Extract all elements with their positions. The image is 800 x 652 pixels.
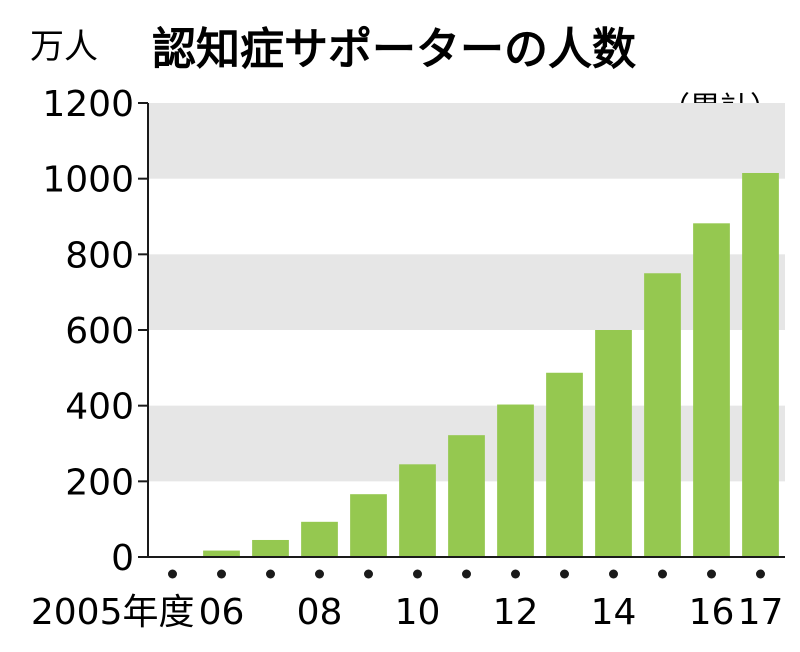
bar — [252, 539, 289, 557]
x-tick-dot — [609, 569, 618, 579]
x-tick-dot — [756, 569, 765, 579]
grid-band — [148, 254, 785, 330]
bar — [595, 330, 632, 557]
x-tick-label: 12 — [493, 592, 539, 633]
grid-band — [148, 103, 785, 179]
y-tick-label: 1200 — [42, 84, 134, 125]
x-tick-dot — [217, 569, 226, 579]
bar — [742, 172, 779, 557]
grid-bands — [148, 103, 785, 482]
x-tick-dot — [168, 569, 177, 579]
x-tick-dot — [707, 569, 716, 579]
x-tick-dot — [658, 569, 667, 579]
x-axis: 2005年度 06 08 10 12 14 16 17 — [31, 556, 785, 633]
bar — [448, 435, 485, 557]
x-tick-label: 08 — [297, 592, 343, 633]
y-axis: 0 200 400 600 800 1000 1200 — [42, 84, 149, 579]
y-tick-label: 800 — [65, 235, 134, 276]
x-tick-dot — [315, 569, 324, 579]
bar — [350, 494, 387, 557]
bar — [644, 273, 681, 557]
y-tick-label: 600 — [65, 311, 134, 352]
y-tick-label: 0 — [111, 538, 134, 579]
y-axis-unit: 万人 — [30, 27, 98, 67]
x-tick-label: 06 — [199, 592, 245, 633]
y-tick-label: 1000 — [42, 160, 134, 201]
bar — [497, 404, 534, 557]
y-tick-label: 400 — [65, 387, 134, 428]
x-tick-label: 10 — [395, 592, 441, 633]
x-tick-dot — [560, 569, 569, 579]
bar — [693, 223, 730, 557]
chart-title: 認知症サポーターの人数 — [152, 24, 636, 75]
x-tick-dot — [462, 569, 471, 579]
y-tick-label: 200 — [65, 462, 134, 503]
bar-series — [154, 172, 779, 558]
x-tick-label: 17 — [738, 592, 784, 633]
bar — [546, 372, 583, 557]
x-tick-label: 16 — [689, 592, 735, 633]
x-tick-label: 2005年度 — [31, 592, 195, 633]
bar — [399, 464, 436, 557]
bar — [301, 521, 338, 557]
x-tick-dot — [511, 569, 520, 579]
x-tick-dot — [364, 569, 373, 579]
x-tick-dot — [266, 569, 275, 579]
x-tick-dot — [413, 569, 422, 579]
x-tick-label: 14 — [591, 592, 637, 633]
bar — [203, 550, 240, 557]
